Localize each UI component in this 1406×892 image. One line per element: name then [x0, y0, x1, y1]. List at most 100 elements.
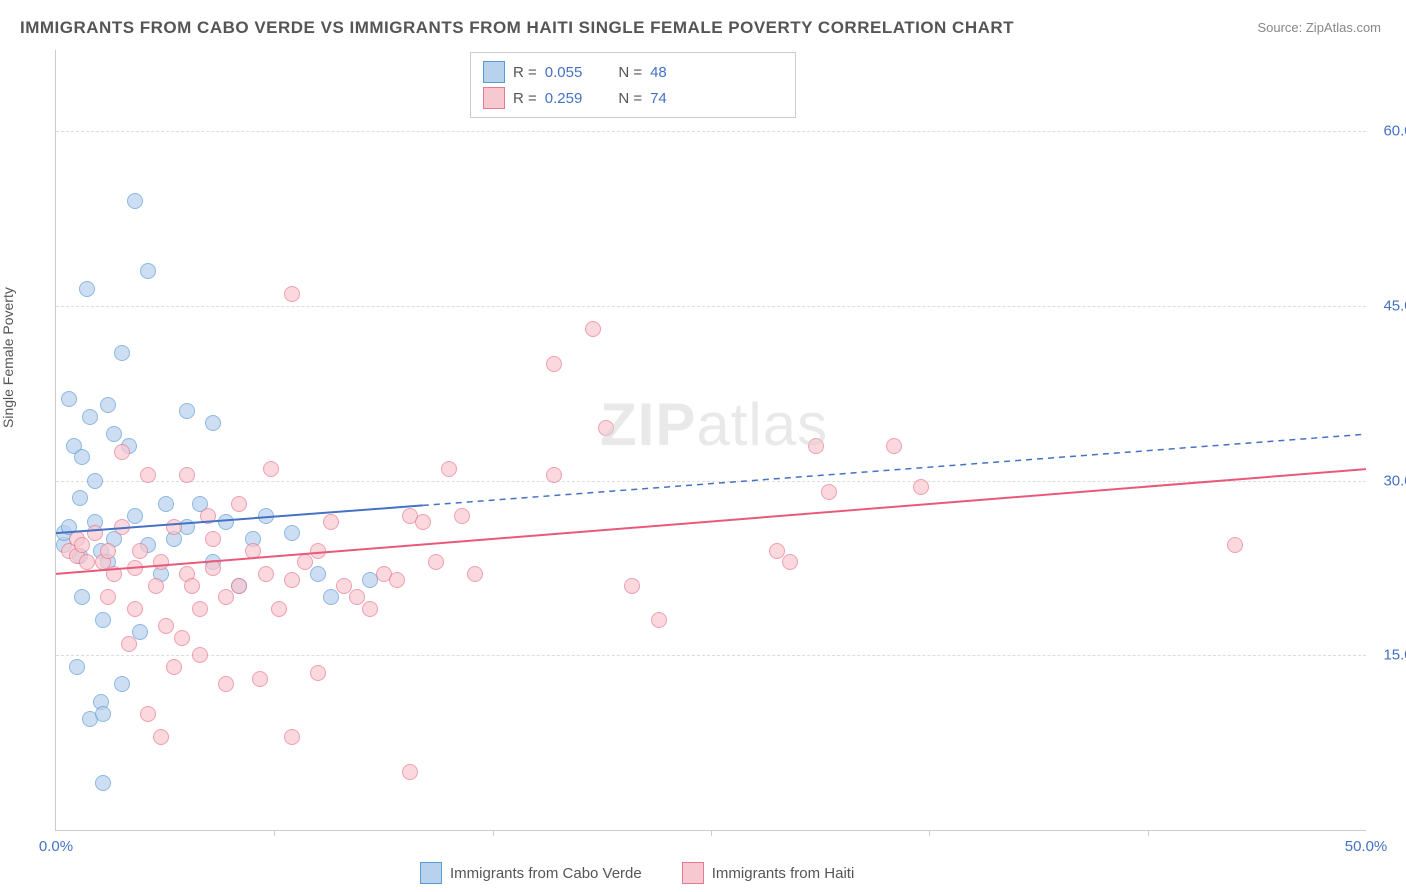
x-tick: [493, 830, 494, 836]
y-tick-label: 45.0%: [1371, 298, 1406, 315]
y-tick-label: 30.0%: [1371, 472, 1406, 489]
scatter-point: [166, 659, 182, 675]
legend-r-label: R =: [513, 90, 537, 107]
gridline: [56, 481, 1366, 482]
scatter-point: [127, 601, 143, 617]
legend-n-value: 74: [650, 90, 667, 107]
scatter-point: [769, 543, 785, 559]
scatter-point: [271, 601, 287, 617]
scatter-point: [79, 554, 95, 570]
source-label: Source: ZipAtlas.com: [1257, 20, 1381, 35]
scatter-point: [310, 665, 326, 681]
scatter-point: [74, 589, 90, 605]
scatter-point: [624, 578, 640, 594]
legend-item: Immigrants from Cabo Verde: [420, 862, 642, 884]
scatter-point: [231, 496, 247, 512]
scatter-point: [336, 578, 352, 594]
scatter-point: [218, 589, 234, 605]
gridline: [56, 306, 1366, 307]
scatter-point: [148, 578, 164, 594]
chart-container: IMMIGRANTS FROM CABO VERDE VS IMMIGRANTS…: [0, 0, 1406, 892]
x-tick-label: 50.0%: [1345, 838, 1388, 855]
scatter-point: [192, 647, 208, 663]
gridline: [56, 655, 1366, 656]
y-axis-label: Single Female Poverty: [0, 287, 16, 428]
scatter-point: [95, 706, 111, 722]
scatter-point: [913, 479, 929, 495]
legend-swatch: [682, 862, 704, 884]
scatter-point: [179, 467, 195, 483]
y-tick-label: 60.0%: [1371, 123, 1406, 140]
scatter-point: [546, 356, 562, 372]
legend-row: R =0.259N =74: [483, 85, 783, 111]
scatter-point: [61, 391, 77, 407]
scatter-point: [389, 572, 405, 588]
scatter-point: [140, 263, 156, 279]
scatter-point: [323, 514, 339, 530]
scatter-point: [782, 554, 798, 570]
scatter-point: [140, 706, 156, 722]
scatter-point: [127, 508, 143, 524]
scatter-point: [310, 566, 326, 582]
scatter-point: [153, 554, 169, 570]
scatter-point: [454, 508, 470, 524]
scatter-point: [245, 543, 261, 559]
scatter-point: [402, 764, 418, 780]
scatter-point: [205, 531, 221, 547]
x-tick-label: 0.0%: [39, 838, 73, 855]
scatter-point: [415, 514, 431, 530]
scatter-point: [74, 537, 90, 553]
scatter-point: [263, 461, 279, 477]
x-tick: [274, 830, 275, 836]
scatter-point: [598, 420, 614, 436]
scatter-point: [106, 566, 122, 582]
scatter-point: [808, 438, 824, 454]
scatter-point: [79, 281, 95, 297]
scatter-point: [153, 729, 169, 745]
scatter-point: [179, 403, 195, 419]
legend-label: Immigrants from Haiti: [712, 865, 855, 882]
scatter-point: [114, 345, 130, 361]
scatter-point: [428, 554, 444, 570]
y-tick-label: 15.0%: [1371, 647, 1406, 664]
scatter-point: [100, 543, 116, 559]
scatter-point: [886, 438, 902, 454]
legend-r-label: R =: [513, 64, 537, 81]
scatter-point: [467, 566, 483, 582]
scatter-point: [231, 578, 247, 594]
legend-swatch: [483, 61, 505, 83]
scatter-point: [585, 321, 601, 337]
scatter-point: [95, 775, 111, 791]
scatter-point: [114, 444, 130, 460]
scatter-point: [100, 589, 116, 605]
legend-row: R =0.055N =48: [483, 59, 783, 85]
scatter-point: [69, 659, 85, 675]
scatter-point: [284, 525, 300, 541]
scatter-point: [106, 426, 122, 442]
scatter-point: [284, 286, 300, 302]
scatter-point: [205, 415, 221, 431]
correlation-legend: R =0.055N =48R =0.259N =74: [470, 52, 796, 118]
scatter-point: [95, 612, 111, 628]
scatter-point: [166, 519, 182, 535]
scatter-point: [205, 560, 221, 576]
scatter-point: [651, 612, 667, 628]
scatter-point: [258, 566, 274, 582]
scatter-point: [100, 397, 116, 413]
scatter-point: [192, 601, 208, 617]
scatter-point: [323, 589, 339, 605]
trend-lines: [56, 50, 1366, 830]
legend-swatch: [420, 862, 442, 884]
scatter-point: [349, 589, 365, 605]
scatter-point: [362, 601, 378, 617]
scatter-point: [821, 484, 837, 500]
legend-label: Immigrants from Cabo Verde: [450, 865, 642, 882]
scatter-point: [140, 467, 156, 483]
legend-item: Immigrants from Haiti: [682, 862, 855, 884]
legend-r-value: 0.259: [545, 90, 583, 107]
scatter-point: [258, 508, 274, 524]
chart-title: IMMIGRANTS FROM CABO VERDE VS IMMIGRANTS…: [20, 18, 1014, 38]
scatter-point: [252, 671, 268, 687]
legend-n-label: N =: [618, 64, 642, 81]
legend-swatch: [483, 87, 505, 109]
